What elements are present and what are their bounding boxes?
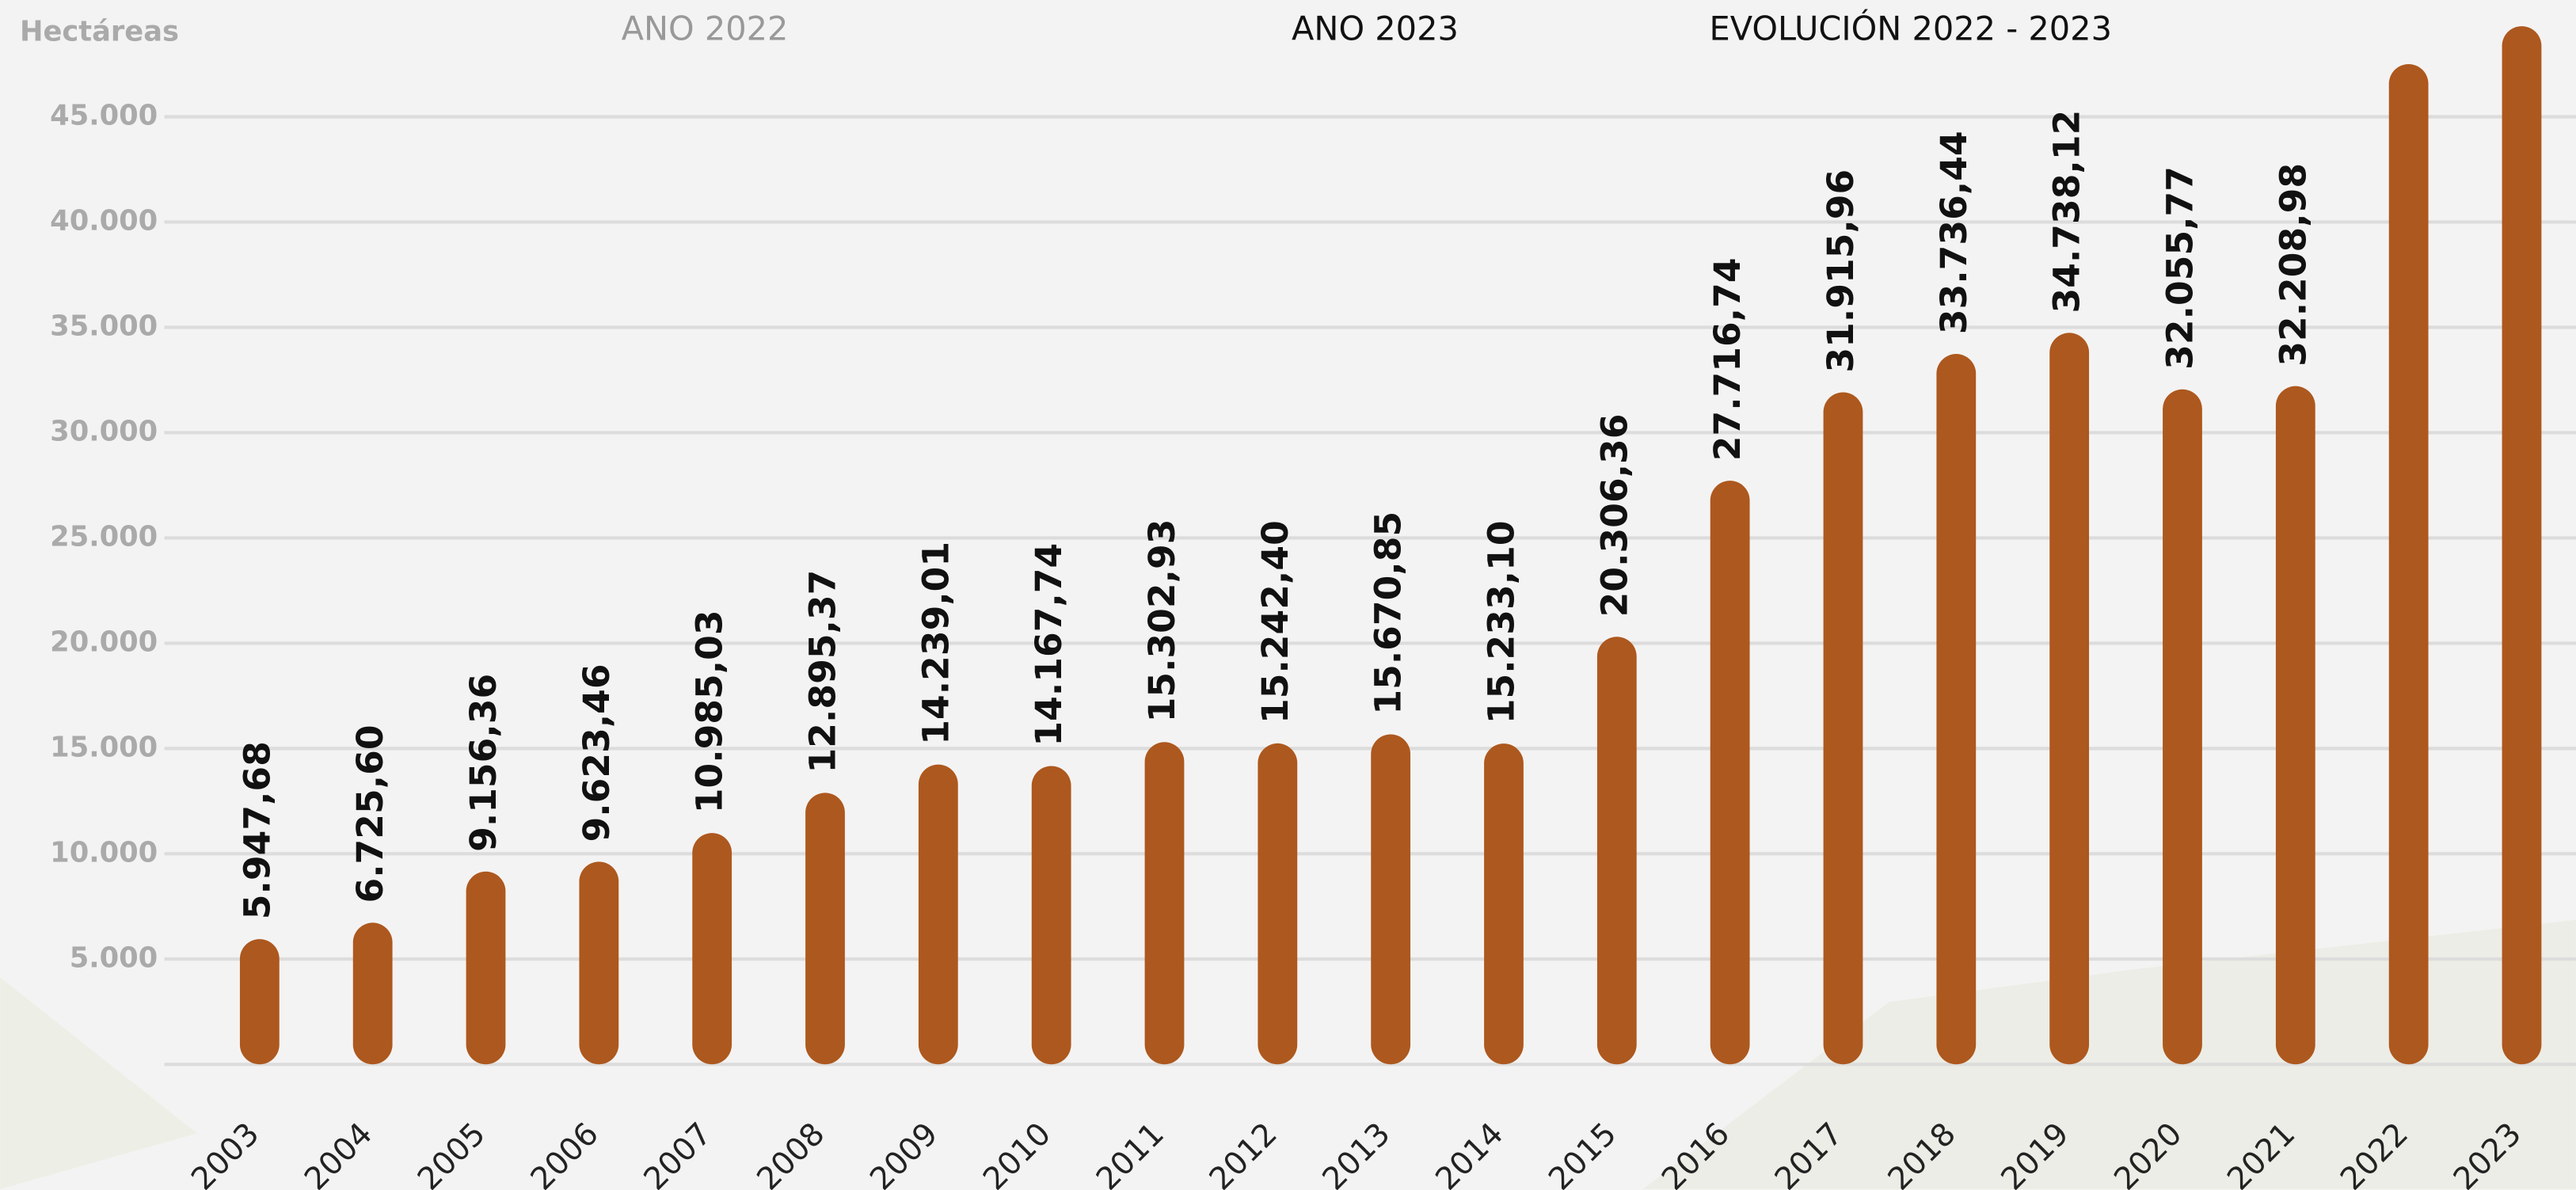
x-tick-label: 2013 (1315, 1116, 1397, 1190)
x-tick-label: 2010 (976, 1116, 1058, 1190)
y-tick-label: 45.000 (50, 99, 158, 131)
tab[interactable]: EVOLUCIÓN 2022 - 2023 (1709, 9, 2111, 48)
value-label: 12.895,37 (802, 570, 844, 774)
value-label: 15.242,40 (1254, 520, 1296, 724)
bar (1145, 742, 1185, 1064)
value-label: 14.167,74 (1028, 543, 1070, 747)
x-tick-label: 2008 (750, 1116, 831, 1190)
bar (1371, 735, 1410, 1065)
y-tick-label: 20.000 (50, 625, 158, 658)
x-tick-label: 2009 (863, 1116, 945, 1190)
value-label: 15.233,10 (1480, 520, 1522, 724)
x-tick-label: 2004 (298, 1116, 379, 1190)
bar (1258, 743, 1297, 1064)
bar (805, 793, 845, 1064)
bar (1710, 481, 1750, 1064)
bar (240, 939, 280, 1064)
bar (2502, 26, 2542, 1064)
bar (353, 922, 393, 1064)
value-label: 15.670,85 (1368, 511, 1410, 715)
value-label: 33.736,44 (1933, 131, 1975, 334)
x-tick-label: 2005 (411, 1116, 493, 1190)
value-label: 5.947,68 (236, 741, 278, 919)
value-label: 27.716,74 (1707, 257, 1748, 461)
bar (2049, 333, 2089, 1064)
y-tick-label: 5.000 (70, 941, 158, 974)
chart: Hectáreas ANO 2022 ANO 2023 EVOLUCIÓN 20… (0, 0, 2576, 1190)
bar (1032, 766, 1071, 1064)
bar (692, 833, 732, 1064)
value-label: 9.623,46 (576, 663, 618, 842)
tab[interactable]: ANO 2022 (622, 9, 789, 48)
y-tick-label: 10.000 (50, 836, 158, 869)
value-label: 32.208,98 (2272, 163, 2314, 367)
x-tick-label: 2003 (185, 1116, 266, 1190)
y-axis-label: Hectáreas (20, 15, 179, 48)
value-label: 32.055,77 (2159, 166, 2201, 370)
value-label: 9.156,36 (462, 674, 504, 852)
bar (2163, 390, 2202, 1065)
x-tick-label: 2007 (637, 1116, 718, 1190)
bar (919, 765, 958, 1065)
bar (1824, 392, 1863, 1064)
bar (1936, 354, 1976, 1064)
x-tick-label: 2011 (1090, 1116, 1171, 1190)
x-tick-label: 2012 (1202, 1116, 1284, 1190)
x-tick-label: 2015 (1542, 1116, 1623, 1190)
value-label: 6.725,60 (349, 724, 391, 903)
y-tick-label: 15.000 (50, 731, 158, 763)
y-tick-label: 25.000 (50, 520, 158, 553)
bar (2389, 64, 2429, 1064)
value-label: 20.306,36 (1593, 413, 1635, 617)
bar (1597, 637, 1637, 1064)
y-tick-label: 30.000 (50, 415, 158, 447)
value-label: 34.738,12 (2046, 110, 2088, 314)
value-label: 15.302,93 (1141, 519, 1183, 723)
x-tick-label: 2014 (1429, 1116, 1510, 1190)
value-label: 10.985,03 (689, 610, 731, 813)
tab[interactable]: ANO 2023 (1292, 9, 1459, 48)
y-tick-label: 40.000 (50, 204, 158, 237)
bar (1484, 743, 1524, 1064)
bar (2276, 386, 2315, 1065)
x-tick-label: 2006 (523, 1116, 605, 1190)
y-tick-label: 35.000 (50, 310, 158, 342)
bar (466, 872, 506, 1065)
bar (579, 861, 618, 1064)
value-label: 14.239,01 (915, 542, 957, 745)
value-label: 31.915,96 (1820, 169, 1862, 373)
